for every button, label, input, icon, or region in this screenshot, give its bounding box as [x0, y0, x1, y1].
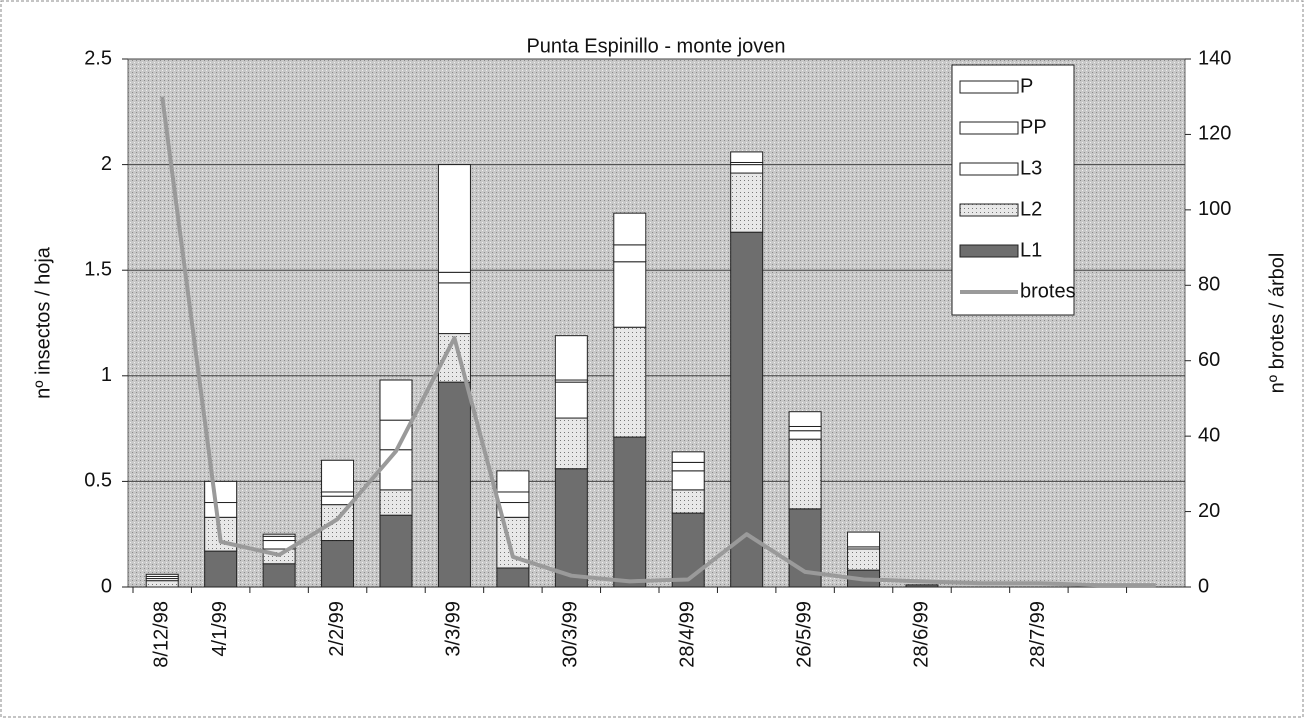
legend-label: L2 [1020, 198, 1042, 220]
bar-segment [554, 468, 588, 588]
bar-segment [145, 580, 179, 588]
x-tick-label: 28/7/99 [1027, 601, 1049, 668]
bar-segment [379, 449, 413, 491]
bar-segment [379, 419, 413, 451]
bar-segment [379, 379, 413, 421]
x-tick-label: 30/3/99 [560, 601, 582, 668]
bar-segment [788, 425, 822, 432]
legend-swatch [959, 244, 1019, 258]
x-tick-label: 2/2/99 [326, 601, 348, 657]
bar-segment [145, 573, 179, 577]
bar-segment [554, 417, 588, 470]
bar-segment [847, 548, 881, 571]
legend-swatch [959, 80, 1019, 94]
x-tick-label: 26/5/99 [793, 601, 815, 668]
bar-segment [262, 533, 296, 537]
bar-segment [321, 504, 355, 542]
bar-segment [204, 502, 238, 518]
bar-segment [379, 514, 413, 588]
y-axis-title: nº insectos / hoja [32, 246, 54, 399]
bar-segment [847, 531, 881, 548]
bar-segment [671, 461, 705, 472]
bar-segment [321, 540, 355, 588]
bar-segment [204, 480, 238, 504]
bar-segment [671, 451, 705, 463]
bar-segment [613, 326, 647, 438]
bar-segment [671, 489, 705, 514]
y2-tick-label: 60 [1198, 349, 1220, 371]
bar-segment [905, 584, 939, 588]
bar-segment [788, 411, 822, 427]
x-tick-label: 28/4/99 [677, 601, 699, 668]
legend-swatch [959, 162, 1019, 176]
bar-segment [730, 151, 764, 163]
legend-label: PP [1020, 116, 1047, 138]
y2-tick-label: 120 [1198, 123, 1231, 145]
y-tick-label: 2.5 [84, 47, 112, 69]
bar-segment [204, 550, 238, 588]
bar-segment [496, 470, 530, 493]
bar-segment [788, 438, 822, 510]
y2-tick-label: 40 [1198, 424, 1220, 446]
legend-swatch [959, 203, 1019, 217]
bar-segment [671, 512, 705, 588]
bar-segment [437, 271, 471, 284]
y-tick-label: 1 [101, 364, 112, 386]
bar-segment [262, 535, 296, 542]
bar-segment [437, 164, 471, 273]
y2-tick-label: 0 [1198, 575, 1209, 597]
bar-segment [437, 381, 471, 588]
bar-segment [671, 470, 705, 491]
y-tick-label: 2 [101, 153, 112, 175]
legend-label: L3 [1020, 157, 1042, 179]
bar-segment [321, 459, 355, 493]
legend-label: P [1020, 75, 1033, 97]
chart-title: Punta Espinillo - monte joven [526, 35, 785, 57]
bar-segment [554, 335, 588, 381]
legend-box [951, 64, 1075, 316]
bar-segment [613, 436, 647, 588]
y-tick-label: 0 [101, 575, 112, 597]
bar-segment [613, 244, 647, 263]
bar-segment [496, 567, 530, 588]
bar-segment [730, 231, 764, 588]
legend-swatch [959, 121, 1019, 135]
y2-tick-label: 80 [1198, 274, 1220, 296]
y2-tick-label: 140 [1198, 47, 1231, 69]
bar-segment [321, 491, 355, 497]
bar-segment [788, 430, 822, 440]
bar-segment [379, 489, 413, 516]
x-tick-label: 8/12/98 [151, 601, 173, 668]
y2-tick-label: 100 [1198, 198, 1231, 220]
y2-axis-title: nº brotes / árbol [1266, 253, 1288, 394]
bar-segment [496, 491, 530, 504]
line-series [160, 96, 1156, 588]
bar-segment [613, 212, 647, 246]
bar-segment [613, 261, 647, 328]
y-tick-label: 0.5 [84, 470, 112, 492]
bar-segment [730, 164, 764, 174]
x-tick-label: 3/3/99 [443, 601, 465, 657]
x-tick-label: 4/1/99 [209, 601, 231, 657]
bar-segment [554, 381, 588, 419]
y-tick-label: 1.5 [84, 258, 112, 280]
x-tick-label: 28/6/99 [910, 601, 932, 668]
bar-segment [262, 563, 296, 588]
bar-segment [730, 172, 764, 233]
legend-label: brotes [1020, 280, 1076, 302]
y2-tick-label: 20 [1198, 500, 1220, 522]
legend-label: L1 [1020, 239, 1042, 261]
bar-segment [437, 282, 471, 335]
